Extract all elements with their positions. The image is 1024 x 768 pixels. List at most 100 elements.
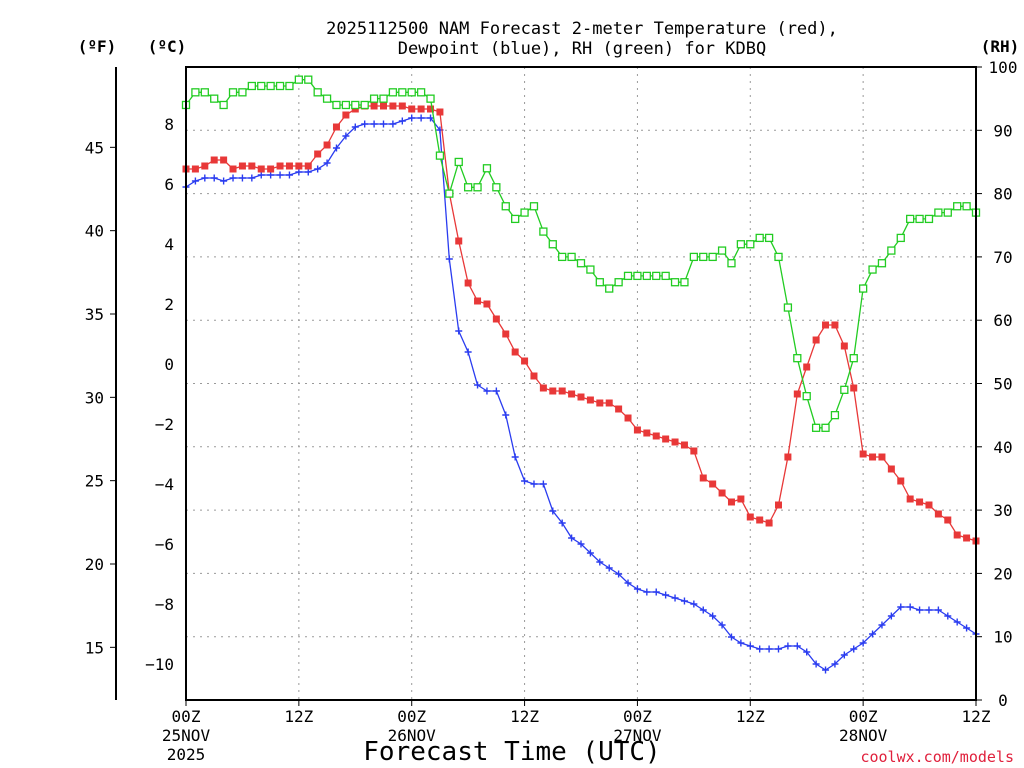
rh-point	[398, 88, 407, 97]
rh-point	[548, 240, 557, 249]
credit-text: coolwx.com/models	[860, 748, 1014, 766]
temperature-point	[342, 111, 350, 119]
temperature-series	[182, 102, 980, 545]
temperature-point	[577, 393, 585, 401]
rh-point	[435, 151, 445, 160]
dewpoint-point	[784, 642, 792, 650]
x-tick-label: 12Z	[962, 707, 991, 726]
dewpoint-point	[220, 177, 228, 185]
dewpoint-point	[370, 120, 378, 128]
rh-point	[294, 75, 304, 84]
dewpoint-point	[502, 411, 510, 419]
temperature-point	[793, 390, 801, 398]
temperature-point	[737, 495, 745, 503]
rh-point	[943, 208, 952, 217]
rh-point	[858, 284, 868, 293]
dewpoint-point	[492, 387, 500, 395]
rh-point	[351, 100, 360, 110]
rh-point	[369, 94, 379, 103]
rh-point	[802, 392, 811, 401]
rh-point	[529, 202, 539, 211]
rh-point	[257, 81, 266, 91]
fahrenheit-unit-label: (ºF)	[78, 37, 117, 56]
dewpoint-point	[699, 606, 707, 614]
temperature-point	[436, 108, 444, 116]
rh-tick-label: 40	[993, 438, 1012, 457]
temperature-point	[492, 315, 500, 323]
rh-point	[511, 214, 520, 224]
celsius-tick-label: −8	[155, 595, 174, 614]
temperature-point	[662, 435, 670, 443]
temperature-point	[474, 297, 482, 305]
x-tick-day: 27NOV	[613, 726, 662, 745]
fahrenheit-tick-label: 15	[85, 638, 104, 657]
rh-point	[830, 410, 840, 420]
dewpoint-point	[850, 645, 858, 653]
rh-point	[962, 202, 971, 211]
rh-point	[247, 81, 256, 91]
temperature-point	[295, 162, 303, 170]
rh-point	[840, 385, 849, 394]
dewpoint-point	[342, 132, 350, 140]
temperature-point	[267, 165, 275, 173]
temperature-point	[596, 399, 604, 407]
rh-point	[896, 233, 905, 243]
rh-tick-label: 100	[989, 58, 1018, 77]
dewpoint-point	[615, 570, 623, 578]
rh-point	[633, 271, 642, 281]
dewpoint-point	[690, 600, 698, 608]
rh-point	[764, 233, 774, 243]
temperature-point	[878, 453, 886, 461]
fahrenheit-tick-label: 25	[85, 472, 104, 491]
rh-point	[454, 157, 463, 167]
temperature-point	[539, 384, 547, 392]
rh-point	[849, 354, 858, 363]
rh-point	[191, 88, 200, 97]
temperature-point	[558, 387, 566, 395]
rh-point	[642, 271, 651, 281]
temperature-point	[220, 156, 228, 164]
rh-tick-label: 70	[993, 248, 1012, 267]
dewpoint-point	[229, 174, 237, 182]
dewpoint-point	[332, 144, 340, 152]
celsius-tick-label: 0	[164, 355, 174, 374]
fahrenheit-tick-label: 35	[85, 305, 104, 324]
x-tick-label: 12Z	[284, 707, 313, 726]
rh-tick-label: 30	[993, 501, 1012, 520]
rh-point	[266, 81, 275, 91]
temperature-point	[389, 102, 397, 110]
dewpoint-point	[323, 159, 331, 167]
rh-point	[727, 259, 736, 268]
temperature-point	[304, 162, 312, 170]
fahrenheit-tick-label: 40	[85, 222, 104, 241]
temperature-point	[483, 300, 491, 308]
rh-series	[181, 75, 981, 432]
temperature-point	[746, 513, 754, 521]
temperature-point	[201, 162, 209, 170]
celsius-tick-label: 8	[164, 115, 174, 134]
dewpoint-point	[756, 645, 764, 653]
chart-subtitle: Dewpoint (blue), RH (green) for KDBQ	[398, 39, 766, 59]
rh-point	[915, 214, 924, 224]
temperature-point	[323, 141, 331, 149]
rh-point	[332, 100, 341, 110]
rh-point	[576, 259, 586, 268]
rh-point	[567, 252, 576, 262]
dewpoint-point	[822, 666, 830, 674]
rh-tick-label: 90	[993, 121, 1012, 140]
temperature-point	[502, 330, 510, 338]
dewpoint-point	[511, 453, 519, 461]
dewpoint-point	[718, 621, 726, 629]
temperature-point	[709, 480, 717, 488]
dewpoint-point	[521, 477, 529, 485]
temperature-point	[633, 426, 641, 434]
rh-tick-label: 0	[998, 691, 1008, 710]
rh-tick-label: 20	[993, 564, 1012, 583]
temperature-point	[229, 165, 237, 173]
rh-point	[774, 252, 783, 262]
dewpoint-point	[803, 648, 811, 656]
temperature-point	[643, 429, 651, 437]
dewpoint-point	[765, 645, 773, 653]
